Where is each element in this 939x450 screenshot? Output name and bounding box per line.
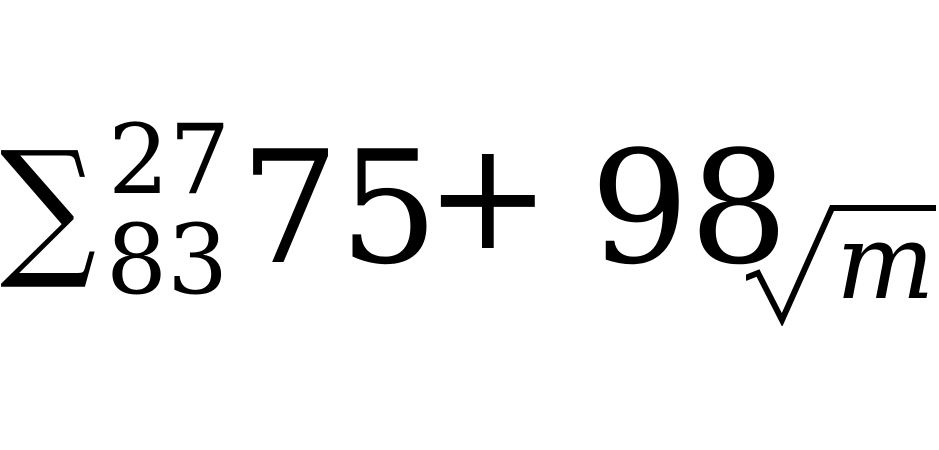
summation-upper-limit: 27: [108, 104, 231, 216]
term-75: 75: [240, 117, 439, 299]
square-root-radicand: m: [836, 201, 935, 323]
summation-lower-limit: 83: [106, 204, 229, 316]
term-98: 98: [590, 117, 789, 299]
plus-operator: +: [425, 110, 551, 284]
square-root-icon: [746, 205, 936, 326]
summation-symbol: ∑: [0, 120, 97, 294]
